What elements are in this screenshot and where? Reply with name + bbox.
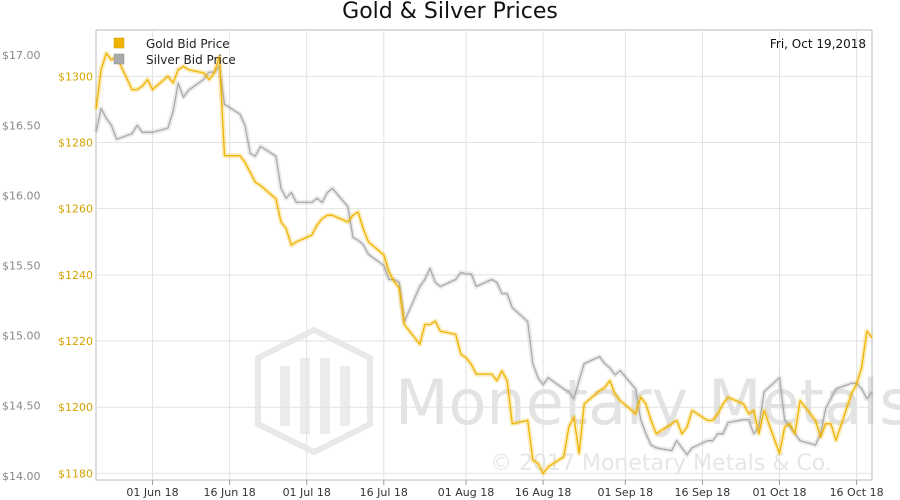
- y-right-tick-label: $1180: [58, 467, 93, 480]
- y-right-tick-label: $1300: [58, 70, 93, 83]
- y-left-tick-label: $16.00: [2, 189, 41, 202]
- y-left-tick-label: $14.50: [2, 400, 41, 413]
- x-tick-label: 16 Aug 18: [515, 486, 571, 499]
- gridlines: [96, 30, 872, 480]
- y-right-tick-label: $1280: [58, 137, 93, 150]
- date-label: Fri, Oct 19,2018: [770, 37, 866, 51]
- y-right-tick-label: $1220: [58, 335, 93, 348]
- legend-label-silver: Silver Bid Price: [146, 53, 236, 67]
- y-right-tick-label: $1200: [58, 401, 93, 414]
- x-tick-label: 01 Jun 18: [126, 486, 178, 499]
- watermark-copyright: © 2017 Monetary Metals & Co.: [490, 451, 832, 476]
- legend-label-gold: Gold Bid Price: [146, 37, 230, 51]
- y-left-tick-label: $15.50: [2, 260, 41, 273]
- x-tick-label: 01 Oct 18: [752, 486, 806, 499]
- watermark-brand: Monetary Metals: [395, 366, 900, 439]
- x-tick-label: 16 Jul 18: [360, 486, 408, 499]
- y-axis-right: $1180 $1200 $1220 $1240 $1260 $1280 $1300: [58, 70, 93, 480]
- x-tick-label: 16 Oct 18: [830, 486, 884, 499]
- y-right-tick-label: $1260: [58, 203, 93, 216]
- chart-title: Gold & Silver Prices: [342, 0, 558, 24]
- series-line-gold: [95, 52, 873, 475]
- x-axis: 01 Jun 18 16 Jun 18 01 Jul 18 16 Jul 18 01 A…: [126, 480, 884, 499]
- legend-swatch-silver: [113, 53, 125, 65]
- x-tick-label: 16 Jun 18: [204, 486, 256, 499]
- y-right-tick-label: $1240: [58, 269, 93, 282]
- series-lines: [93, 50, 875, 476]
- plot-area: [95, 29, 873, 481]
- y-left-tick-label: $15.00: [2, 330, 41, 343]
- legend: Gold Bid Price Silver Bid Price: [113, 37, 236, 67]
- y-left-tick-label: $16.50: [2, 119, 41, 132]
- watermark: Monetary Metals © 2017 Monetary Metals &…: [255, 326, 900, 476]
- x-tick-label: 16 Sep 18: [675, 486, 731, 499]
- y-axis-left: $14.00 $14.50 $15.00 $15.50 $16.00 $16.50 $17.…: [2, 49, 41, 483]
- legend-item-silver[interactable]: Silver Bid Price: [113, 53, 236, 67]
- legend-item-gold[interactable]: Gold Bid Price: [113, 37, 230, 51]
- x-tick-label: 01 Jul 18: [283, 486, 331, 499]
- legend-swatch-gold: [113, 37, 125, 49]
- x-tick-label: 01 Aug 18: [438, 486, 494, 499]
- x-tick-label: 01 Sep 18: [597, 486, 653, 499]
- y-left-tick-label: $14.00: [2, 470, 41, 483]
- y-left-tick-label: $17.00: [2, 49, 41, 62]
- watermark-logo-icon: [255, 326, 373, 456]
